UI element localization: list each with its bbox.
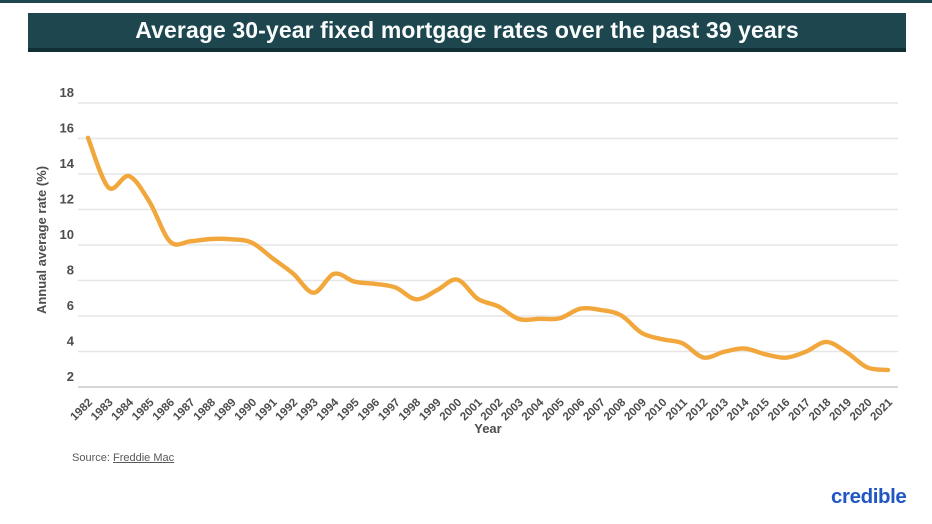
x-tick-label: 1989 bbox=[212, 397, 239, 424]
x-tick-label: 1996 bbox=[356, 397, 383, 424]
x-tick-label: 2006 bbox=[561, 397, 588, 424]
x-tick-label: 2005 bbox=[540, 396, 567, 423]
x-tick-label: 2000 bbox=[438, 397, 465, 424]
x-tick-label: 1998 bbox=[397, 396, 424, 423]
x-tick-label: 2019 bbox=[828, 397, 855, 424]
x-tick-label: 2021 bbox=[869, 396, 896, 423]
x-tick-label: 2001 bbox=[458, 396, 485, 423]
y-tick-label: 12 bbox=[60, 192, 74, 207]
x-tick-label: 1985 bbox=[130, 396, 157, 423]
y-axis-title: Annual average rate (%) bbox=[34, 166, 49, 314]
credible-logo-text: credible bbox=[831, 485, 907, 508]
x-tick-label: 1995 bbox=[335, 396, 362, 423]
page-title: Average 30-year fixed mortgage rates ove… bbox=[135, 17, 799, 43]
x-tick-label: 2014 bbox=[725, 396, 752, 423]
y-tick-label: 4 bbox=[67, 334, 75, 349]
x-tick-label: 2017 bbox=[786, 397, 813, 424]
x-tick-label: 2010 bbox=[643, 397, 670, 424]
source-link[interactable]: Freddie Mac bbox=[112, 452, 175, 464]
x-tick-label: 1993 bbox=[294, 397, 321, 424]
x-tick-label: 1991 bbox=[253, 396, 280, 423]
x-tick-label: 1984 bbox=[110, 396, 137, 423]
mortgage-rate-chart: 2468101214161819821983198419851986198719… bbox=[34, 85, 898, 436]
source-prefix: Source: bbox=[72, 452, 110, 464]
y-tick-label: 2 bbox=[67, 369, 74, 384]
x-tick-label: 2018 bbox=[807, 396, 834, 423]
y-tick-label: 8 bbox=[67, 263, 74, 278]
top-accent-strip bbox=[0, 0, 932, 3]
x-tick-label: 2011 bbox=[664, 396, 691, 423]
x-tick-label: 1982 bbox=[69, 397, 96, 424]
source-attribution: Source: Freddie Mac bbox=[72, 452, 174, 464]
x-tick-label: 2009 bbox=[622, 397, 649, 424]
y-tick-label: 14 bbox=[60, 156, 75, 171]
y-tick-label: 10 bbox=[60, 227, 74, 242]
x-tick-label: 2008 bbox=[602, 396, 629, 423]
x-tick-label: 1987 bbox=[171, 397, 198, 424]
y-tick-label: 6 bbox=[67, 298, 74, 313]
credible-logo: credible bbox=[831, 485, 907, 509]
x-tick-label: 2007 bbox=[581, 397, 608, 424]
x-tick-label: 2003 bbox=[499, 397, 526, 424]
x-tick-label: 1997 bbox=[376, 397, 403, 424]
x-tick-label: 1999 bbox=[417, 397, 444, 424]
x-tick-label: 1986 bbox=[151, 397, 178, 424]
x-tick-label: 2016 bbox=[766, 397, 793, 424]
x-tick-label: 2015 bbox=[745, 396, 772, 423]
x-tick-label: 1994 bbox=[315, 396, 342, 423]
x-tick-label: 1983 bbox=[89, 397, 116, 424]
title-banner: Average 30-year fixed mortgage rates ove… bbox=[28, 13, 906, 52]
x-tick-label: 2013 bbox=[704, 397, 731, 424]
x-tick-label: 1992 bbox=[274, 397, 301, 424]
x-tick-label: 1990 bbox=[233, 397, 260, 424]
y-tick-label: 16 bbox=[60, 121, 74, 136]
y-tick-label: 18 bbox=[60, 85, 74, 100]
rate-line bbox=[85, 135, 891, 373]
x-tick-label: 2020 bbox=[848, 397, 875, 424]
x-axis-title: Year bbox=[474, 421, 501, 436]
x-tick-label: 2002 bbox=[479, 397, 506, 424]
x-tick-label: 2012 bbox=[684, 397, 711, 424]
x-tick-label: 1988 bbox=[192, 396, 219, 423]
x-tick-label: 2004 bbox=[520, 396, 547, 423]
